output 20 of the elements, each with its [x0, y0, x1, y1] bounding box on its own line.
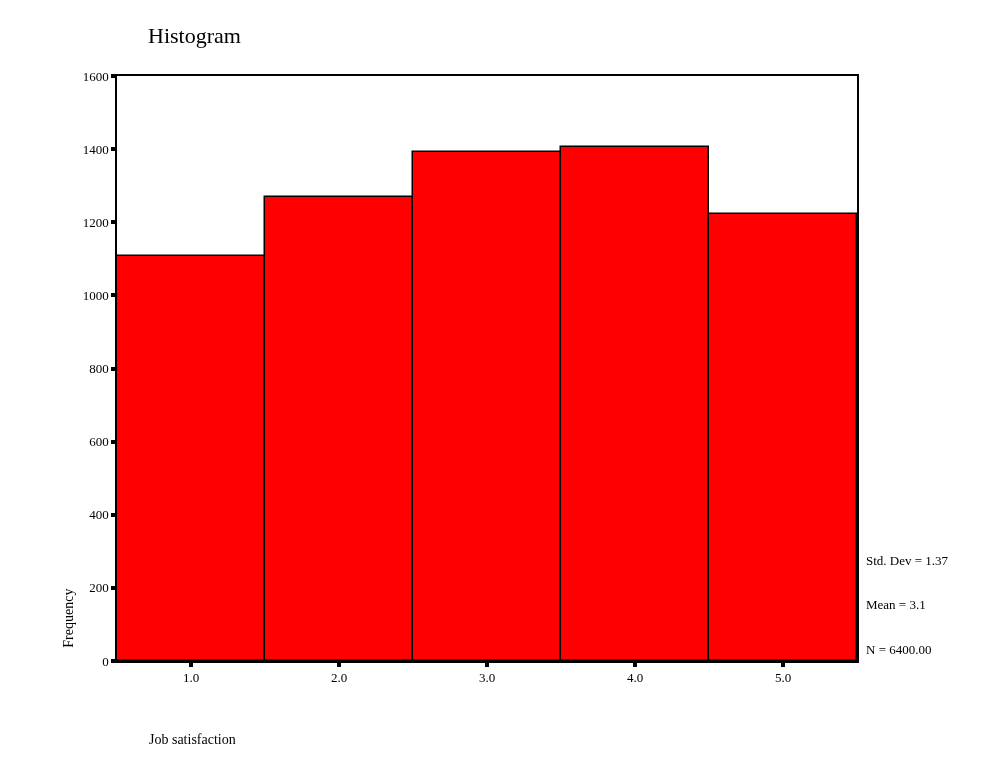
y-tick-label: 1600	[82, 68, 109, 84]
x-axis-title: Job satisfaction	[149, 732, 236, 747]
y-tick-label: 1000	[82, 287, 109, 303]
text: N = 6400.00	[866, 642, 932, 657]
y-tick-label: 1400	[82, 141, 109, 157]
y-tick-label: 200	[89, 580, 109, 596]
y-tick-label: 800	[89, 361, 109, 377]
text: Mean = 3.1	[866, 597, 926, 612]
y-tick-label: 0	[102, 653, 109, 669]
y-tick-label: 1200	[82, 214, 109, 230]
text: Std. Dev = 1.37	[866, 553, 949, 568]
x-tick-label: 4.0	[626, 670, 644, 686]
y-axis-title: Frequency	[61, 588, 77, 648]
y-tick-label: 400	[89, 507, 109, 523]
x-tick-label: 2.0	[330, 670, 348, 686]
y-tick-label: 600	[89, 434, 109, 450]
x-tick-label: 3.0	[478, 670, 496, 686]
chart-title: Histogram	[148, 22, 241, 48]
x-tick-label: 1.0	[182, 670, 200, 686]
x-tick-label: 5.0	[774, 670, 792, 686]
